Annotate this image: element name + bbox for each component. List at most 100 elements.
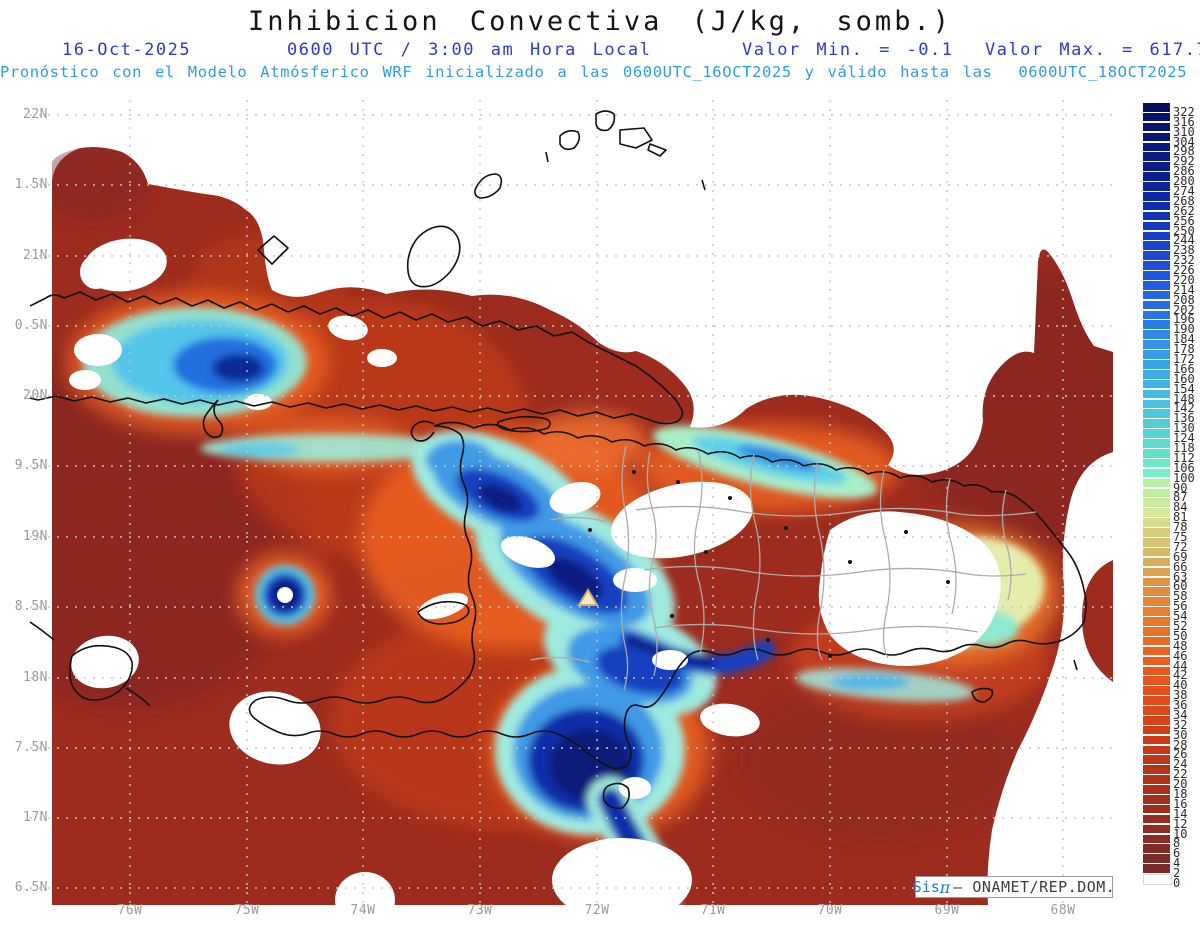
colorbar-box	[1143, 340, 1170, 349]
triangle-marker	[577, 588, 599, 606]
colorbar-label: 66	[1173, 559, 1188, 574]
colorbar-box	[1143, 241, 1170, 250]
colorbar-box	[1143, 626, 1170, 636]
colorbar-label: 18	[1173, 787, 1188, 802]
colorbar-box	[1143, 182, 1170, 191]
colorbar-label: 6	[1173, 846, 1181, 861]
ytick-label: 22N	[23, 107, 48, 122]
colorbar-box	[1143, 696, 1170, 705]
colorbar-box	[1143, 369, 1170, 379]
colorbar-label: 81	[1173, 510, 1188, 525]
colorbar-label: 274	[1173, 183, 1195, 198]
colorbar-box	[1143, 597, 1170, 606]
colorbar-box	[1143, 221, 1170, 231]
colorbar-box	[1143, 775, 1170, 784]
ytick-label: 7.5N	[14, 740, 48, 755]
colorbar-box	[1143, 290, 1170, 300]
colorbar-label: 84	[1173, 500, 1188, 515]
colorbar-label: 280	[1173, 174, 1195, 189]
xtick-label: 70W	[817, 903, 843, 918]
page-title: Inhibicion Convectiva (J/kg, somb.)	[248, 6, 952, 37]
colorbar-box	[1143, 320, 1170, 330]
colorbar-label: 292	[1173, 154, 1195, 169]
colorbar-label: 72	[1173, 539, 1188, 554]
colorbar-label: 118	[1173, 441, 1195, 455]
colorbar-box	[1143, 350, 1170, 359]
colorbar-box	[1143, 231, 1170, 241]
colorbar-box	[1143, 152, 1170, 161]
colorbar-box	[1143, 666, 1170, 676]
xtick-label: 72W	[584, 903, 610, 918]
colorbar-box	[1143, 518, 1170, 527]
colorbar-box	[1143, 409, 1170, 419]
colorbar-label: 44	[1173, 658, 1188, 673]
colorbar-box	[1143, 745, 1170, 755]
colorbar-box	[1143, 844, 1170, 854]
colorbar-label: 256	[1173, 213, 1195, 228]
colorbar-label: 316	[1173, 114, 1195, 129]
colorbar-box	[1143, 508, 1170, 517]
colorbar-box	[1143, 874, 1172, 885]
colorbar-label: 196	[1173, 312, 1195, 327]
colorbar-box	[1143, 300, 1170, 310]
colorbar-label: 56	[1173, 599, 1188, 614]
colorbar-box	[1143, 824, 1170, 834]
colorbar-label: 304	[1173, 134, 1195, 149]
colorbar-label: 154	[1173, 381, 1195, 396]
ytick-label: 20N	[23, 388, 48, 403]
colorbar-box	[1143, 399, 1170, 409]
beata-island	[602, 782, 630, 810]
branding-pi-icon: π	[939, 877, 951, 897]
colorbar-label: 190	[1173, 322, 1195, 337]
colorbar-box	[1143, 379, 1170, 389]
ytick-label: 6.5N	[14, 880, 48, 895]
ytick-label: 0.5N	[14, 318, 48, 333]
xtick-label: 76W	[117, 903, 143, 918]
colorbar-label: 298	[1173, 144, 1195, 159]
colorbar-box	[1143, 280, 1170, 290]
colorbar-box	[1143, 439, 1170, 448]
branding-box: Sis π – ONAMET/REP.DOM.	[912, 876, 1115, 898]
cin-field-map	[30, 100, 1113, 905]
coastlines	[30, 110, 1087, 810]
colorbar-box	[1143, 449, 1170, 458]
colorbar-box	[1143, 706, 1170, 715]
colorbar-label: 142	[1173, 401, 1195, 416]
mayaguana-island	[474, 173, 503, 199]
colorbar-label: 310	[1173, 124, 1195, 139]
donut-hole	[277, 587, 293, 603]
colorbar-box	[1143, 646, 1170, 656]
colorbar-box	[1143, 271, 1170, 280]
cuba-coastline	[30, 291, 684, 425]
colorbar-label: 24	[1173, 757, 1188, 772]
province-borders	[529, 445, 1037, 691]
xtick-label: 73W	[467, 903, 493, 918]
colorbar-box	[1143, 715, 1170, 725]
ytick-label: 8.5N	[14, 599, 48, 614]
colorbar-label: 250	[1173, 223, 1195, 238]
colorbar-box	[1143, 191, 1170, 201]
ytick-label: 18N	[23, 670, 48, 685]
colorbar-box	[1143, 122, 1170, 132]
colorbar-box	[1143, 162, 1170, 171]
colorbar-label: 90	[1173, 480, 1188, 495]
colorbar-box	[1143, 458, 1170, 468]
saona-island	[971, 687, 994, 703]
colorbar-label: 166	[1173, 361, 1195, 376]
colorbar-box	[1143, 488, 1170, 498]
colorbar-label: 244	[1173, 233, 1195, 248]
colorbar-label: 184	[1173, 332, 1195, 347]
colorbar-label: 172	[1173, 352, 1195, 367]
colorbar-label: 36	[1173, 698, 1188, 713]
colorbar-box	[1143, 201, 1170, 211]
great-inagua-island	[406, 225, 461, 288]
colorbar-box	[1143, 498, 1170, 508]
colorbar-label: 124	[1173, 431, 1195, 446]
colorbar-label: 16	[1173, 796, 1188, 811]
colorbar-box	[1143, 854, 1170, 863]
colorbar-box	[1143, 864, 1170, 873]
branding-sis: Sis	[912, 878, 940, 896]
colorbar-label: 30	[1173, 727, 1188, 742]
colorbar-label: 63	[1173, 569, 1188, 584]
